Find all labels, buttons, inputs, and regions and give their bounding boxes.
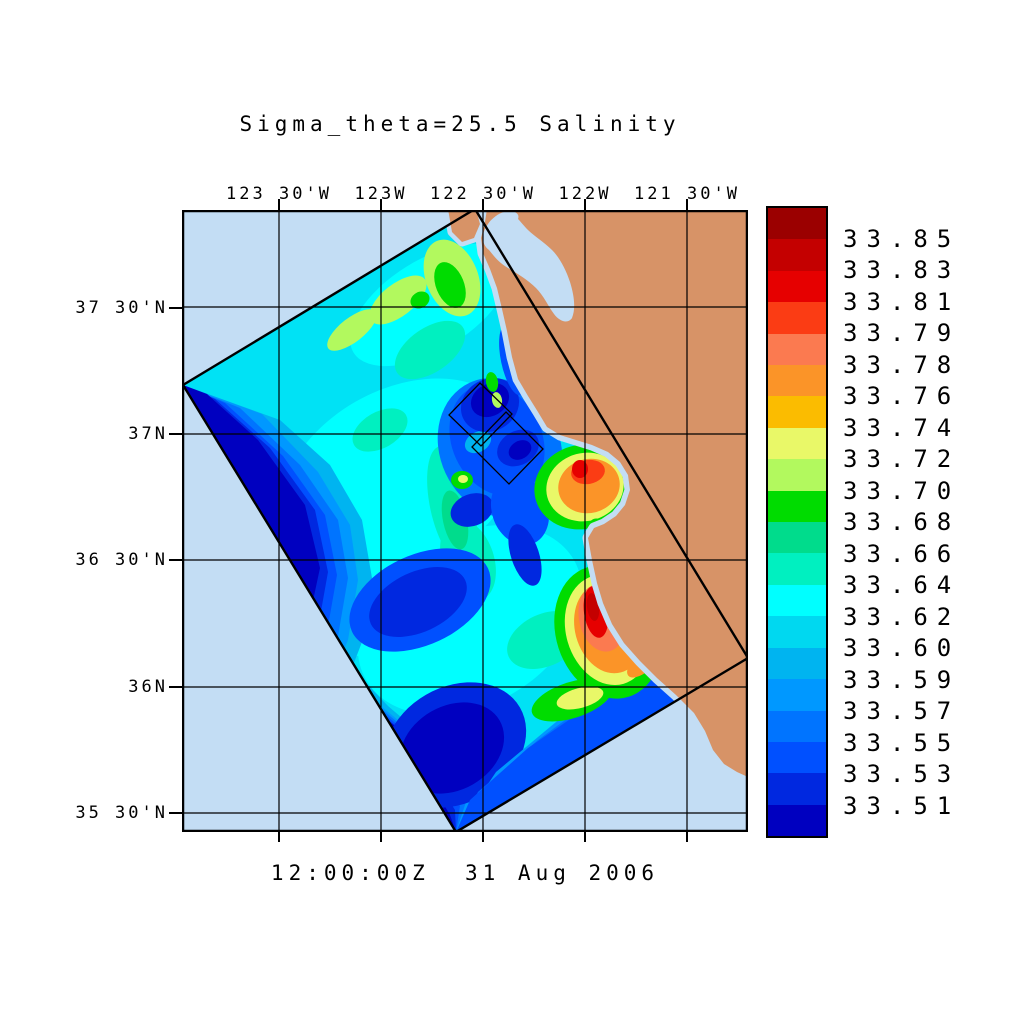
- y-tick-label: 36 30'N: [75, 550, 168, 570]
- y-tick-label: 35 30'N: [75, 803, 168, 823]
- colorbar-tick-label: 33.68: [843, 508, 961, 536]
- colorbar-tick-label: 33.55: [843, 729, 961, 757]
- coastline: [443, 210, 748, 783]
- colorbar-segment: [768, 365, 826, 397]
- axis-tick: [278, 832, 280, 842]
- axis-tick: [584, 199, 586, 210]
- colorbar-tick-label: 33.66: [843, 540, 961, 568]
- colorbar-tick-label: 33.62: [843, 603, 961, 631]
- y-tick-label: 37N: [128, 424, 168, 444]
- colorbar-segment: [768, 208, 826, 240]
- map-plot: [182, 210, 748, 832]
- nested-domain-box: [471, 411, 544, 485]
- colorbar-segment: [768, 302, 826, 334]
- nested-domain-box: [448, 382, 513, 447]
- x-tick-label: 122W: [558, 184, 612, 204]
- colorbar-tick-label: 33.53: [843, 760, 961, 788]
- colorbar-segment: [768, 239, 826, 271]
- colorbar-tick-label: 33.79: [843, 319, 961, 347]
- axis-tick: [169, 559, 182, 561]
- colorbar-segment: [768, 490, 826, 523]
- colorbar-tick-label: 33.78: [843, 351, 961, 379]
- plot-frame: [182, 210, 748, 832]
- model-domain-outline: [182, 210, 748, 832]
- graticule: [182, 210, 748, 832]
- land-mass: [481, 210, 748, 777]
- colorbar-tick-label: 33.81: [843, 288, 961, 316]
- colorbar-tick-label: 33.60: [843, 634, 961, 662]
- colorbar-segment: [768, 741, 826, 774]
- colorbar-tick-label: 33.85: [843, 225, 961, 253]
- colorbar-tick-label: 33.57: [843, 697, 961, 725]
- axis-tick: [169, 433, 182, 435]
- axis-tick: [584, 832, 586, 842]
- x-tick-label: 123 30'W: [226, 184, 332, 204]
- axis-tick: [278, 199, 280, 210]
- colorbar-segment: [768, 647, 826, 680]
- colorbar-segment: [768, 710, 826, 742]
- axis-tick: [169, 307, 182, 309]
- colorbar-segment: [768, 396, 826, 428]
- colorbar-segment: [768, 804, 826, 837]
- axis-tick: [482, 832, 484, 842]
- plot-title: Sigma_theta=25.5 Salinity: [239, 112, 681, 136]
- colorbar-tick-label: 33.59: [843, 666, 961, 694]
- y-tick-label: 36N: [128, 677, 168, 697]
- colorbar-segment: [768, 270, 826, 303]
- colorbar-tick-label: 33.74: [843, 414, 961, 442]
- colorbar-segment: [768, 679, 826, 711]
- axis-tick: [380, 832, 382, 842]
- colorbar-tick-label: 33.76: [843, 382, 961, 410]
- colorbar-segment: [768, 427, 826, 460]
- x-tick-label: 123W: [354, 184, 408, 204]
- colorbar-segment: [768, 584, 826, 617]
- colorbar-tick-label: 33.51: [843, 792, 961, 820]
- colorbar-segment: [768, 522, 826, 554]
- colorbar-segment: [768, 553, 826, 585]
- x-tick-label: 121 30'W: [634, 184, 740, 204]
- colorbar-tick-label: 33.72: [843, 445, 961, 473]
- colorbar-segment: [768, 333, 826, 366]
- colorbar-segment: [768, 773, 826, 805]
- axis-tick: [169, 812, 182, 814]
- colorbar-segment: [768, 459, 826, 491]
- axis-tick: [169, 686, 182, 688]
- bay-north-arm: [491, 211, 519, 229]
- datetime-caption: 12:00:00Z 31 Aug 2006: [270, 861, 660, 885]
- colorbar-tick-label: 33.70: [843, 477, 961, 505]
- colorbar-tick-label: 33.64: [843, 571, 961, 599]
- axis-tick: [686, 832, 688, 842]
- colorbar-segment: [768, 616, 826, 648]
- headland: [448, 210, 480, 242]
- colorbar-tick-label: 33.83: [843, 256, 961, 284]
- axis-tick: [482, 199, 484, 210]
- y-tick-label: 37 30'N: [75, 298, 168, 318]
- axis-tick: [380, 199, 382, 210]
- x-tick-label: 122 30'W: [430, 184, 536, 204]
- san-francisco-bay: [482, 212, 575, 322]
- axis-tick: [686, 199, 688, 210]
- colorbar: [766, 206, 828, 838]
